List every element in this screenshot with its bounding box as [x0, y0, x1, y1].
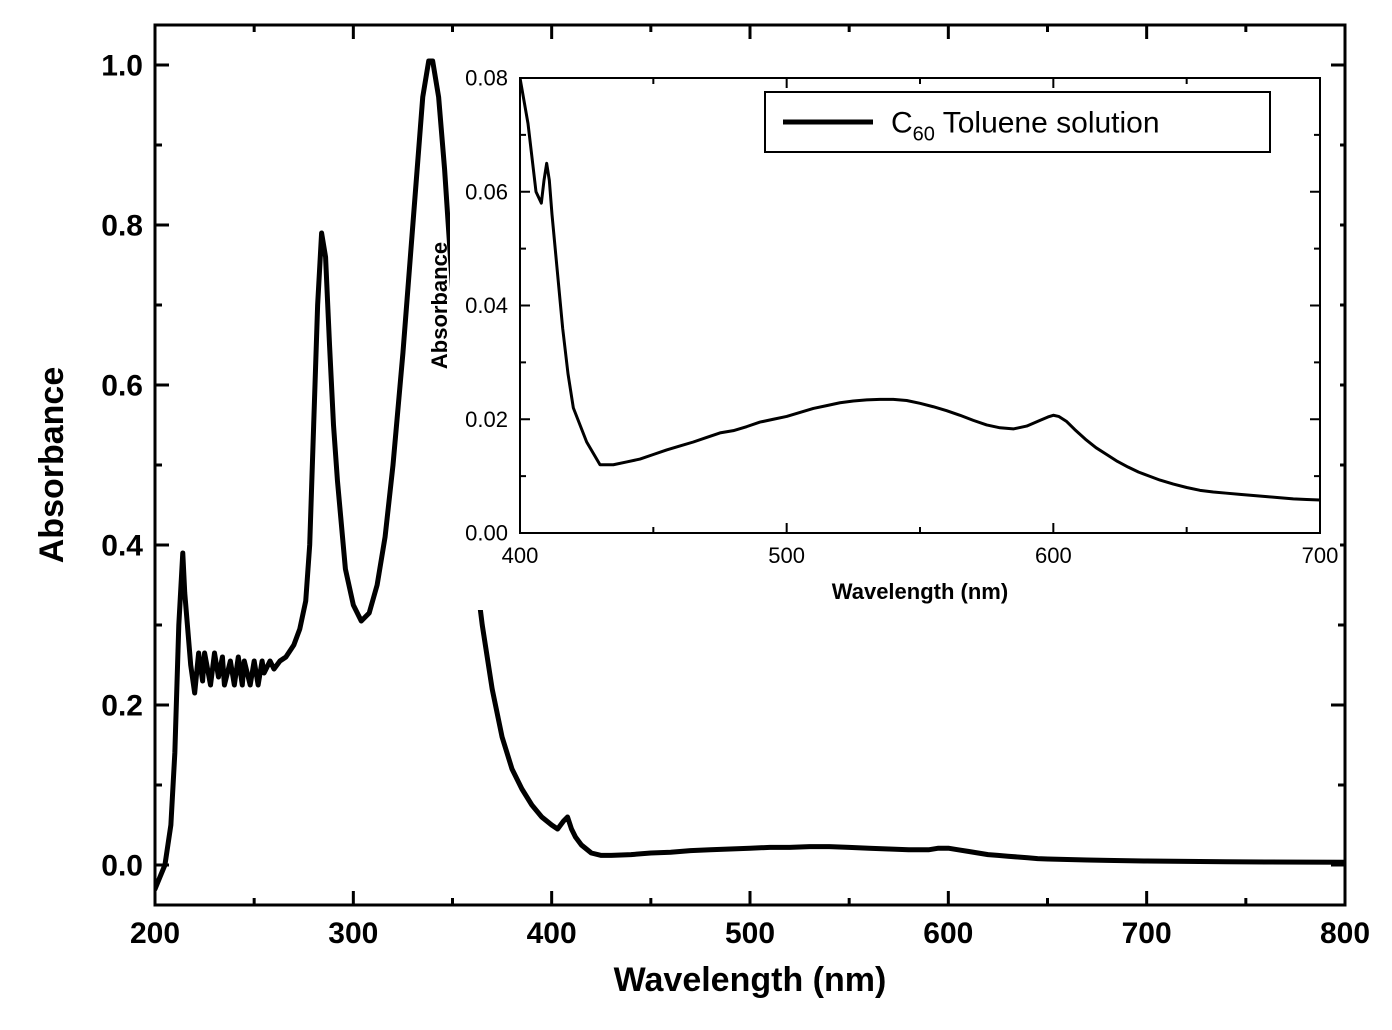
ytick-label: 0.00 [465, 521, 508, 546]
ylabel: Absorbance [33, 367, 71, 564]
xtick-label: 600 [923, 917, 973, 950]
xlabel: Wavelength (nm) [832, 579, 1008, 604]
ytick-label: 0.6 [101, 370, 143, 403]
ytick-label: 0.2 [101, 690, 143, 723]
xtick-label: 700 [1302, 543, 1339, 568]
xtick-label: 400 [527, 917, 577, 950]
xtick-label: 200 [130, 917, 180, 950]
ytick-label: 0.8 [101, 210, 143, 243]
legend: C60 Toluene solution [765, 92, 1270, 152]
ytick-label: 0.0 [101, 850, 143, 883]
ytick-label: 1.0 [101, 50, 143, 83]
xtick-label: 800 [1320, 917, 1370, 950]
ytick-label: 0.06 [465, 179, 508, 204]
xtick-label: 500 [725, 917, 775, 950]
xtick-label: 400 [502, 543, 539, 568]
ytick-label: 0.4 [101, 530, 143, 563]
ytick-label: 0.02 [465, 407, 508, 432]
xtick-label: 500 [768, 543, 805, 568]
ytick-label: 0.08 [465, 66, 508, 91]
xlabel: Wavelength (nm) [614, 961, 887, 999]
spectrum-figure: 200 300 400 500 600 700 800 0.0 0.2 0.4 0.6 0.8 1.0 W… [0, 0, 1392, 1030]
xtick-label: 700 [1122, 917, 1172, 950]
ytick-label: 0.04 [465, 293, 508, 318]
xtick-label: 300 [328, 917, 378, 950]
xtick-label: 600 [1035, 543, 1072, 568]
ylabel: Absorbance [427, 242, 452, 369]
